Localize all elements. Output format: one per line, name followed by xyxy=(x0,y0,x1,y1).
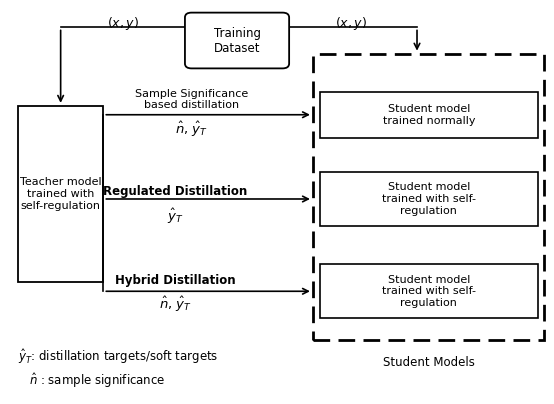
FancyBboxPatch shape xyxy=(313,54,545,341)
Text: Student model
trained with self-
regulation: Student model trained with self- regulat… xyxy=(382,275,476,308)
Text: Teacher model
trained with
self-regulation: Teacher model trained with self-regulati… xyxy=(20,177,101,210)
Text: Student model
trained normally: Student model trained normally xyxy=(383,104,475,126)
Text: $(x, y)$: $(x, y)$ xyxy=(107,15,138,32)
FancyBboxPatch shape xyxy=(185,13,289,68)
Text: Student model
trained with self-
regulation: Student model trained with self- regulat… xyxy=(382,182,476,216)
FancyBboxPatch shape xyxy=(320,92,538,138)
Text: $\hat{y}_T$: distillation targets/soft targets: $\hat{y}_T$: distillation targets/soft t… xyxy=(18,347,218,366)
Text: $\hat{y}_T$: $\hat{y}_T$ xyxy=(167,206,183,225)
FancyBboxPatch shape xyxy=(18,106,104,282)
Text: Sample Significance
based distillation: Sample Significance based distillation xyxy=(135,89,248,110)
Text: $(x, y)$: $(x, y)$ xyxy=(336,15,367,32)
FancyBboxPatch shape xyxy=(320,172,538,226)
FancyBboxPatch shape xyxy=(320,264,538,318)
Text: $\hat{n}$, $\hat{y}_T$: $\hat{n}$, $\hat{y}_T$ xyxy=(175,120,208,139)
Text: $\hat{n}$ : sample significance: $\hat{n}$ : sample significance xyxy=(29,371,166,390)
Text: Training
Dataset: Training Dataset xyxy=(213,27,260,55)
Text: $\hat{n}$, $\hat{y}_T$: $\hat{n}$, $\hat{y}_T$ xyxy=(158,295,192,314)
Text: Hybrid Distillation: Hybrid Distillation xyxy=(115,274,235,287)
Text: Regulated Distillation: Regulated Distillation xyxy=(103,185,247,198)
Text: Student Models: Student Models xyxy=(383,356,475,369)
